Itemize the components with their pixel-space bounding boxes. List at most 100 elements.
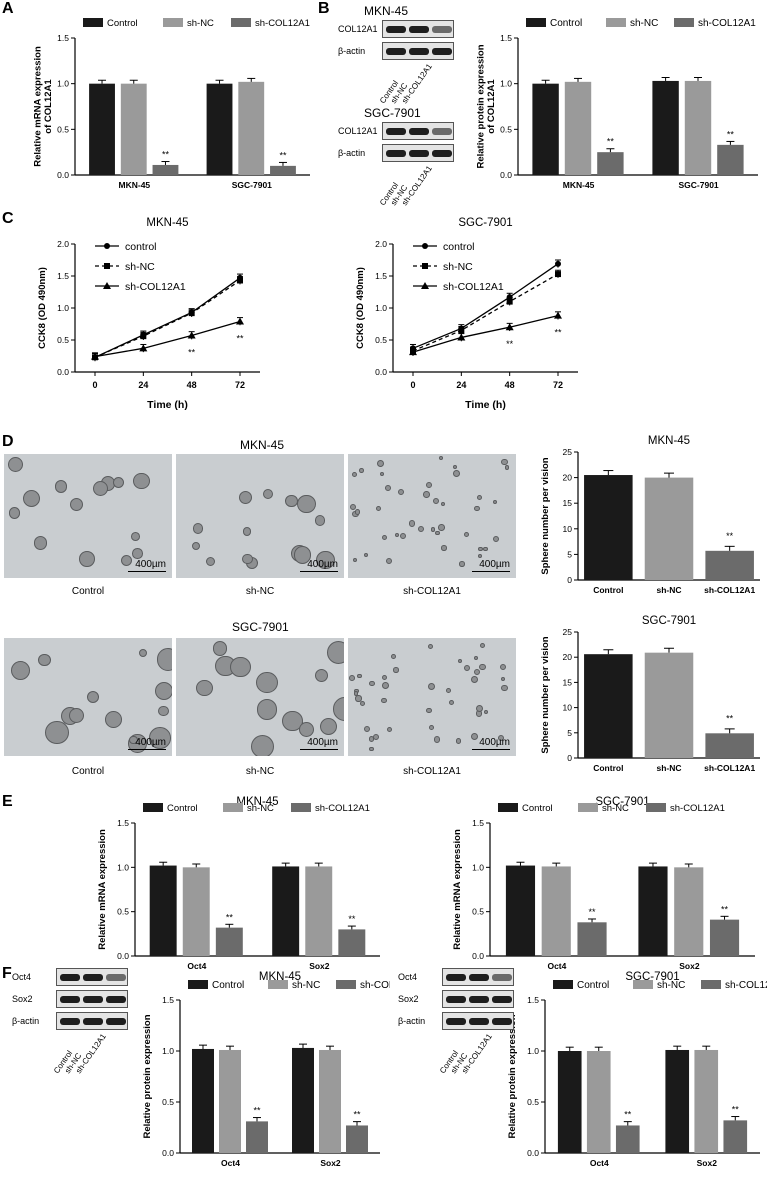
x-tick-label: Oct4 [590,1158,609,1168]
sphere [480,642,486,648]
bar [665,1049,690,1153]
x-tick-label: Oct4 [187,961,206,971]
sphere [457,658,463,664]
sphere [426,708,432,714]
bar [120,83,147,175]
sphere [352,472,357,478]
scale-bar-label: 400µm [307,559,338,570]
y-tick-label: 0.5 [472,907,484,917]
y-tick-label: 5 [567,549,572,559]
bar [638,866,668,956]
legend-label: sh-NC [247,803,274,814]
y-tick-label: 0.5 [527,1097,539,1107]
legend-swatch [498,803,518,812]
data-point [237,277,243,284]
sphere [359,467,364,473]
x-tick-label: 72 [553,380,563,390]
blot-band [432,150,452,157]
chart-title: MKN-45 [236,796,278,808]
sphere [333,697,344,722]
y-tick-label: 0 [567,753,572,763]
sphere [205,556,216,567]
y-tick-label: 1.0 [375,303,387,313]
bar [717,144,744,175]
significance-mark: ** [726,713,734,723]
blot-row-label: Oct4 [12,972,32,982]
legend-label: sh-COL12A1 [670,803,725,814]
legend-swatch [578,803,598,812]
blot-strip [382,20,454,38]
sphere [459,561,465,567]
bar [182,867,210,956]
sphere [158,705,169,717]
chart-d-sphere-sgc7901: 0 5 10 15 20 25 Sphere number per vision SGC-79… [540,615,760,773]
sphere [438,524,445,531]
blot-title: SGC-7901 [364,106,421,120]
significance-mark: ** [279,150,287,160]
scale-bar-label: 400µm [479,737,510,748]
micrograph-caption: sh-NC [245,586,275,597]
x-tick-label: Sox2 [697,1158,718,1168]
blot-band [60,1018,80,1025]
sphere [492,535,500,543]
micrograph-image: 400µm [348,638,516,756]
sphere [449,699,455,705]
sphere [501,459,508,466]
micrograph-image: 400µm [176,638,344,756]
data-point [187,331,196,339]
sphere [33,536,47,550]
y-tick-label: 5 [567,728,572,738]
y-axis-label: Relative mRNA expression [452,829,463,950]
bar [89,83,115,175]
legend-swatch [163,18,183,27]
bar [149,865,177,956]
sphere [350,503,357,510]
sphere [397,488,405,496]
bar [705,733,754,758]
legend-swatch [336,980,356,989]
legend-swatch [526,18,546,27]
bar [319,1049,341,1153]
sphere [130,532,140,542]
x-tick-label: SGC-7901 [232,180,272,190]
significance-mark: ** [727,129,735,139]
blot-band [446,996,466,1003]
blot-band [386,150,406,157]
sphere [464,532,470,538]
sphere [445,688,451,693]
blot-band [60,996,80,1003]
legend-swatch [291,803,311,812]
sphere [499,663,507,671]
chart-e-mrna-sgc7901: 0.0 0.5 1.0 1.5 Relative mRNA expression SGC-… [452,796,755,971]
legend-label: sh-NC [657,980,685,991]
legend-swatch [231,18,251,27]
series-line [94,279,241,358]
blot-band [432,48,452,55]
legend-swatch [701,980,721,989]
y-tick-label: 2.0 [57,239,69,249]
legend-label: sh-NC [125,261,155,273]
bar [219,1049,241,1153]
y-tick-label: 0.0 [57,367,69,377]
bar [338,929,366,956]
significance-mark: ** [188,348,196,358]
blot-band [469,1018,489,1025]
sphere [149,727,171,749]
blot-band [60,974,80,981]
panel-label-f: F [2,965,12,982]
blot-band [469,974,489,981]
sphere [212,641,228,656]
sphere [369,746,374,752]
blot-band [83,974,103,981]
sphere [242,527,252,536]
x-tick-label: Oct4 [221,1158,240,1168]
data-point [458,327,465,334]
x-tick-label: Control [593,763,623,773]
sphere [38,653,52,667]
legend-label: sh-NC [292,980,320,991]
y-tick-label: 0.5 [500,124,512,134]
bar [272,866,300,956]
chart-title: MKN-45 [648,435,690,447]
y-tick-label: 1.0 [472,862,484,872]
